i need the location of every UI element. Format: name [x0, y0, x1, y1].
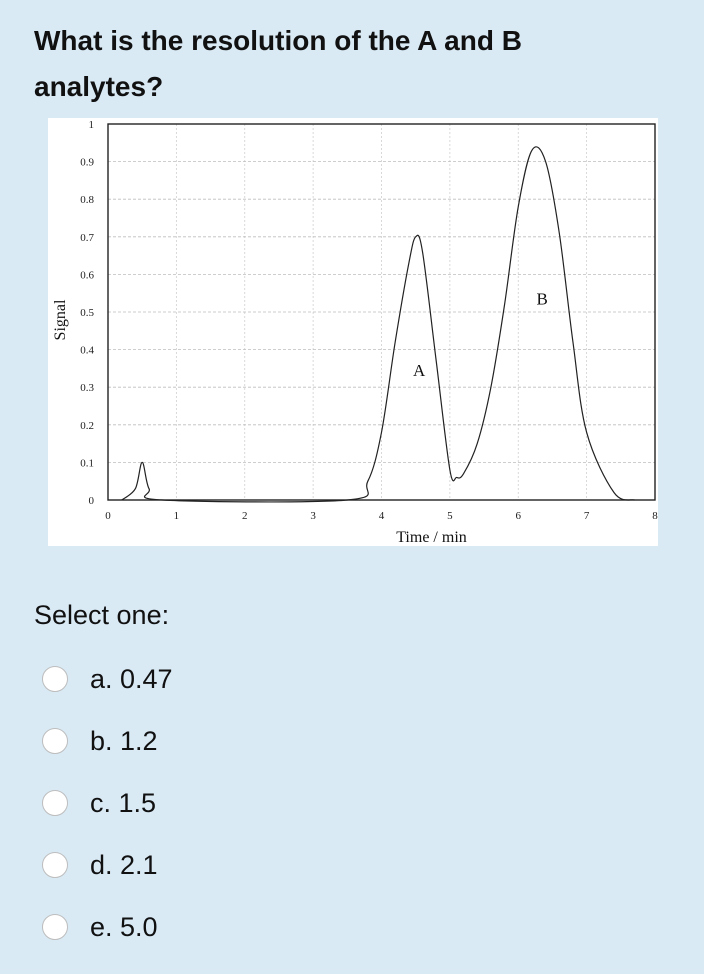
- x-tick-label: 2: [242, 510, 248, 522]
- radio-button[interactable]: [42, 666, 68, 692]
- plot-frame: [107, 123, 656, 501]
- x-tick-label: 7: [584, 510, 590, 522]
- radio-button[interactable]: [42, 728, 68, 754]
- option-label: d. 2.1: [90, 849, 158, 880]
- radio-button[interactable]: [42, 852, 68, 878]
- select-one-prompt: Select one:: [34, 600, 170, 630]
- y-tick-label: 0.9: [80, 157, 94, 169]
- option-label: b. 1.2: [90, 725, 158, 756]
- peak-label-b: B: [537, 289, 548, 308]
- y-axis-label: Signal: [52, 299, 69, 340]
- question-text: What is the resolution of the A and B an…: [34, 25, 522, 102]
- y-tick-label: 0.4: [80, 345, 94, 357]
- y-tick-label: 1: [89, 119, 95, 131]
- y-tick-label: 0.8: [80, 194, 94, 206]
- y-tick-label: 0.7: [80, 232, 94, 244]
- x-axis-label: Time / min: [396, 529, 467, 546]
- option-a[interactable]: a. 0.47: [42, 648, 173, 710]
- option-e[interactable]: e. 5.0: [42, 896, 173, 958]
- x-tick-label: 0: [105, 510, 111, 522]
- x-tick-label: 4: [379, 510, 385, 522]
- x-tick-label: 8: [652, 510, 658, 522]
- answer-options: a. 0.47 b. 1.2 c. 1.5 d. 2.1 e. 5.0: [42, 648, 173, 958]
- signal-trace: [121, 146, 635, 503]
- x-tick-label: 5: [447, 510, 453, 522]
- option-c[interactable]: c. 1.5: [42, 772, 173, 834]
- x-tick-label: 3: [310, 510, 316, 522]
- x-tick-label: 6: [516, 510, 522, 522]
- chromatogram-chart: 0 0.1 0.2 0.3 0.4 0.5 0.6 0.7 0.8 0.9 1 0 1 2 3 4 5 6 7 8 Ti…: [52, 119, 658, 546]
- y-tick-label: 0.1: [80, 457, 94, 469]
- chromatogram-figure: 0 0.1 0.2 0.3 0.4 0.5 0.6 0.7 0.8 0.9 1 0 1 2 3 4 5 6 7 8 Ti…: [48, 118, 658, 546]
- peak-label-a: A: [413, 361, 426, 380]
- y-tick-label: 0.5: [80, 307, 94, 319]
- option-label: e. 5.0: [90, 911, 158, 942]
- y-tick-label: 0: [89, 495, 95, 507]
- radio-button[interactable]: [42, 790, 68, 816]
- y-tick-label: 0.3: [80, 382, 94, 394]
- radio-button[interactable]: [42, 914, 68, 940]
- option-label: a. 0.47: [90, 663, 173, 694]
- option-label: c. 1.5: [90, 787, 157, 818]
- option-d[interactable]: d. 2.1: [42, 834, 173, 896]
- option-b[interactable]: b. 1.2: [42, 710, 173, 772]
- y-tick-label: 0.2: [80, 420, 94, 432]
- y-tick-label: 0.6: [80, 269, 94, 281]
- x-tick-label: 1: [174, 510, 180, 522]
